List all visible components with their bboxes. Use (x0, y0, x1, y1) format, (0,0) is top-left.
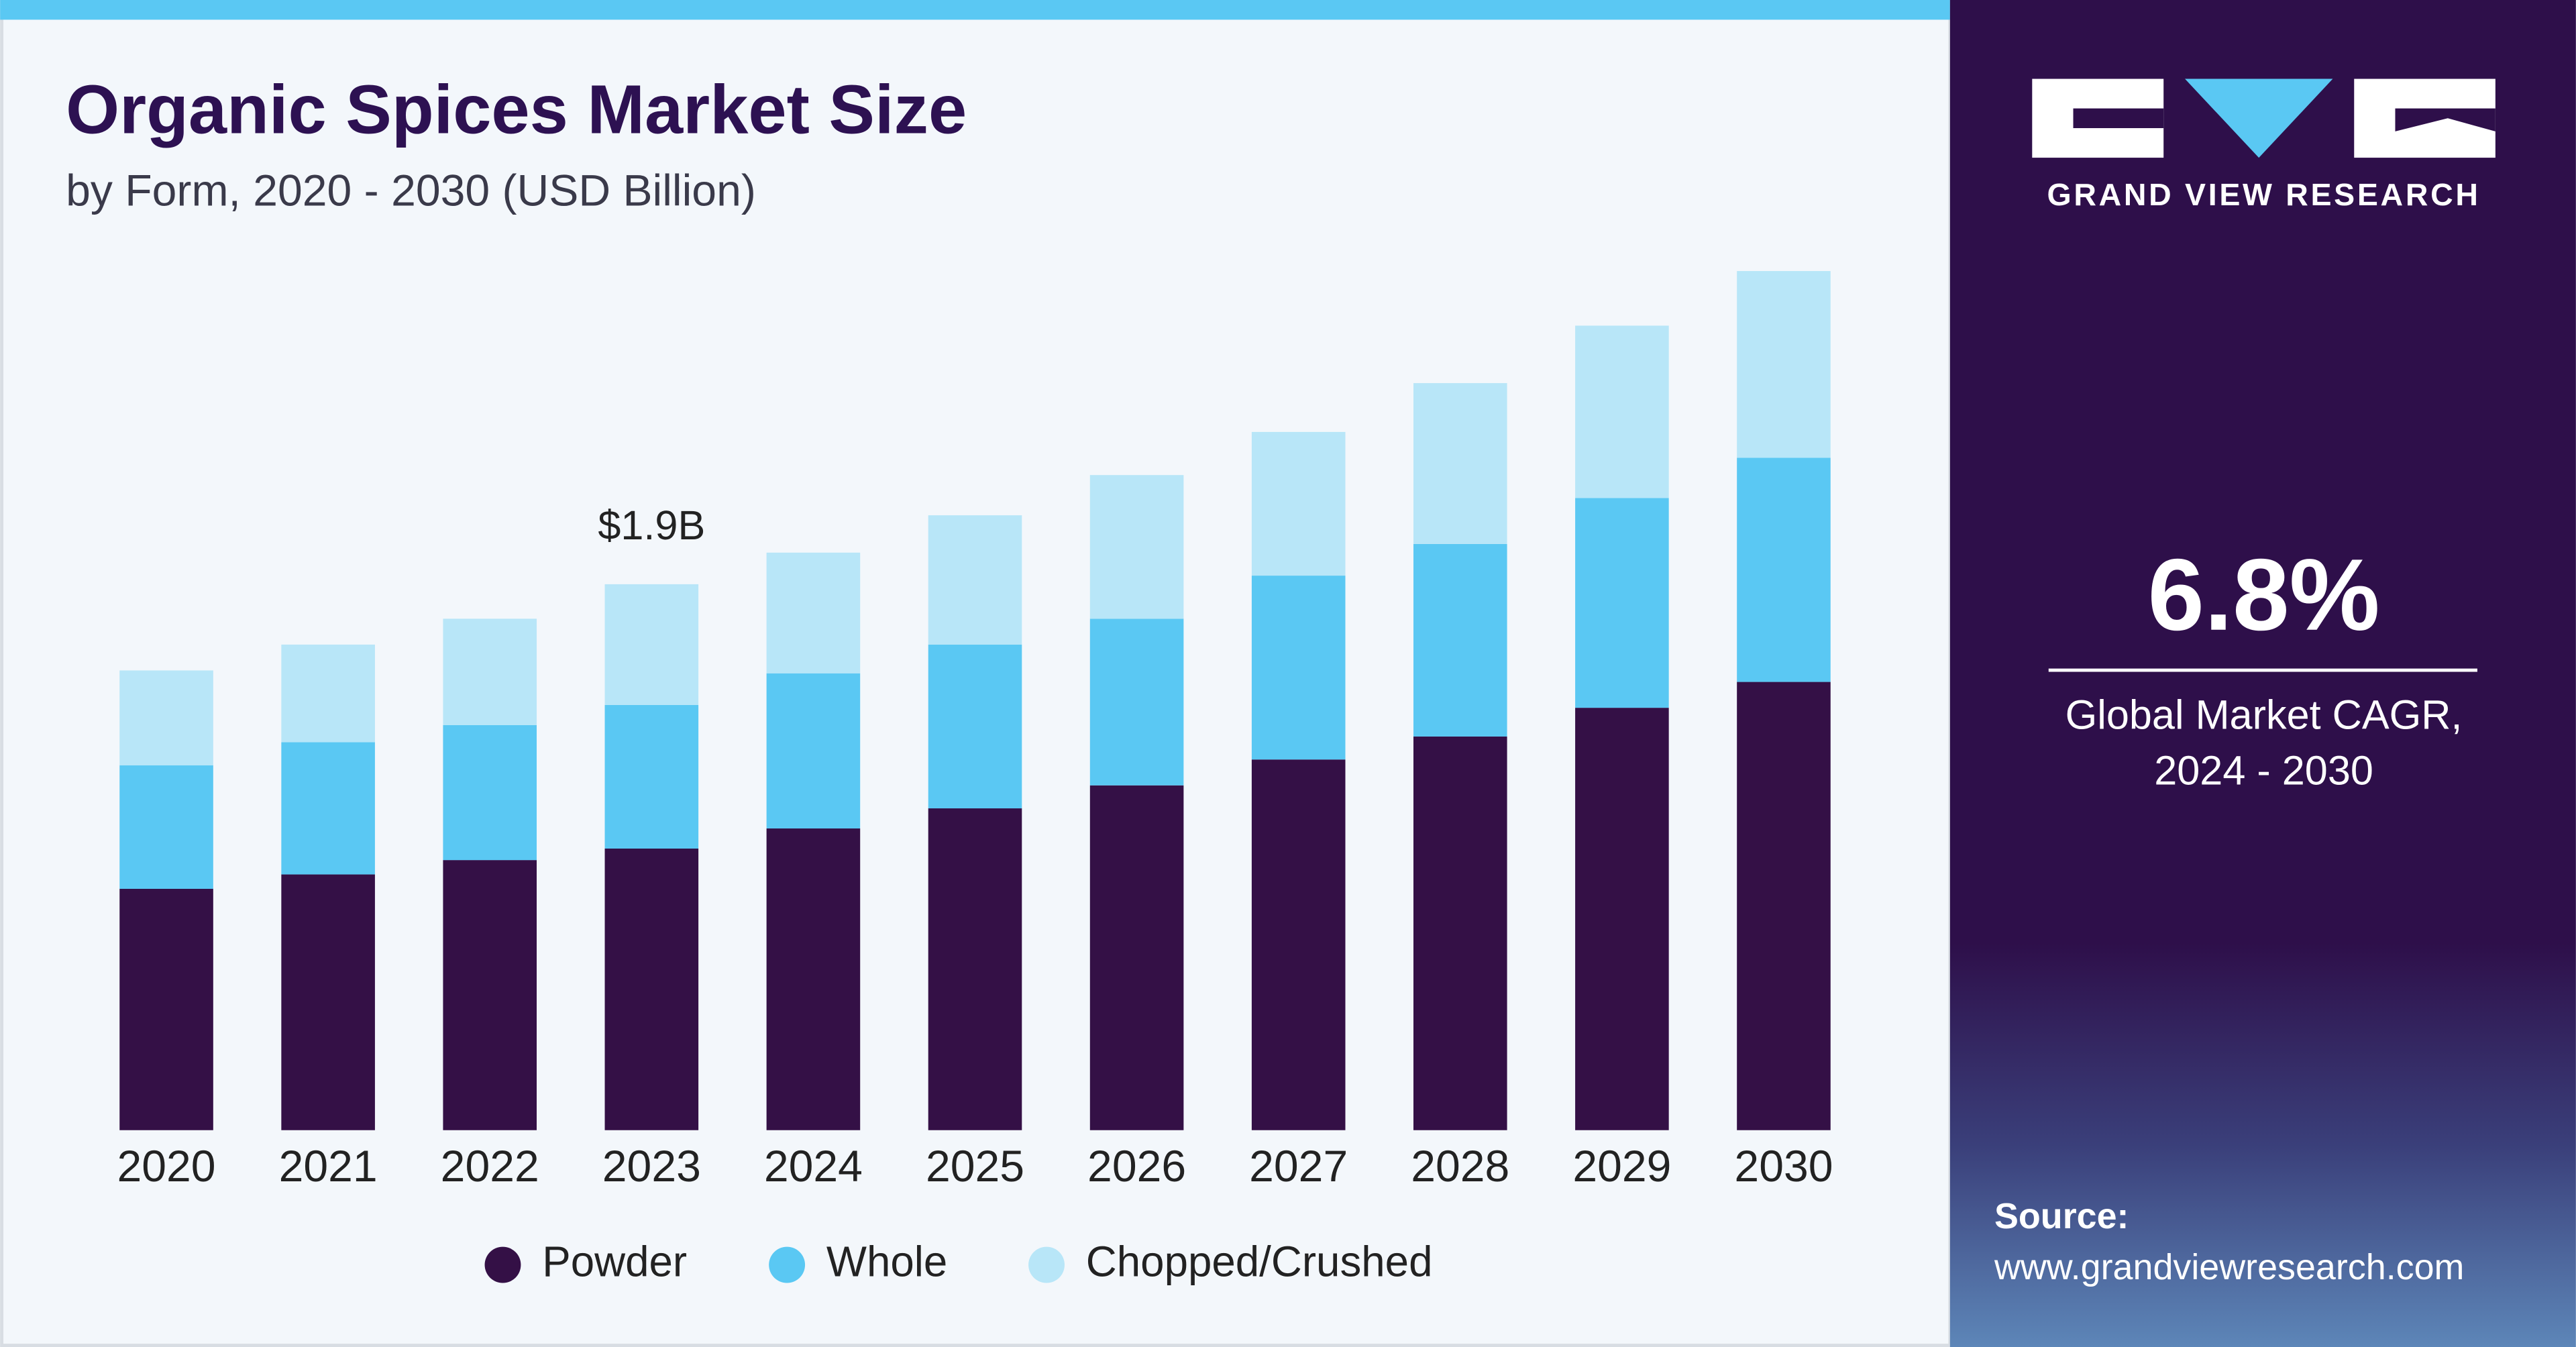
x-tick-label: 2024 (764, 1142, 863, 1191)
bar-segment (1575, 708, 1669, 1130)
legend-label: Whole (826, 1238, 947, 1285)
x-tick-label: 2023 (602, 1142, 701, 1191)
bar-segment (1251, 759, 1346, 1130)
legend-swatch (769, 1246, 806, 1283)
bar-segment (604, 848, 699, 1130)
logo-cut (2395, 108, 2496, 131)
source-label: Source: (1994, 1196, 2129, 1236)
bar-segment (604, 584, 699, 705)
bar-segment (1251, 576, 1346, 760)
value-annotation: $1.9B (598, 502, 705, 548)
bar-segment (766, 828, 861, 1130)
x-tick-label: 2028 (1411, 1142, 1509, 1191)
x-tick-label: 2027 (1249, 1142, 1348, 1191)
bar-segment (928, 515, 1022, 645)
bar-segment (1413, 383, 1507, 544)
bar-segment (1089, 618, 1184, 786)
bar-segment (1737, 271, 1831, 458)
logo: GRAND VIEW RESEARCH (2032, 78, 2496, 212)
legend-swatch (1028, 1246, 1065, 1283)
bar-segment (443, 860, 537, 1130)
legend-label: Powder (542, 1238, 687, 1285)
side-panel (1949, 0, 2576, 1347)
bar-segment (443, 724, 537, 861)
bar-segment (1737, 682, 1831, 1130)
bar-segment (1251, 431, 1346, 576)
bar-segment (1089, 785, 1184, 1130)
bar-segment (1413, 736, 1507, 1130)
cagr-value: 6.8% (2148, 539, 2380, 652)
chart-title: Organic Spices Market Size (66, 71, 967, 148)
bar-segment (119, 670, 213, 765)
bar-segment (766, 673, 861, 829)
bar-segment (281, 644, 375, 743)
bar-segment (281, 742, 375, 875)
bar-segment (281, 874, 375, 1130)
x-tick-label: 2021 (279, 1142, 378, 1191)
bar-segment (1575, 498, 1669, 708)
bar-segment (604, 704, 699, 849)
x-tick-label: 2030 (1734, 1142, 1833, 1191)
x-tick-label: 2029 (1572, 1142, 1671, 1191)
x-tick-label: 2020 (117, 1142, 216, 1191)
bar-segment (1413, 543, 1507, 737)
cagr-label: 2024 - 2030 (2154, 748, 2373, 794)
x-tick-label: 2026 (1087, 1142, 1186, 1191)
bar-segment (1575, 325, 1669, 498)
bar-segment (1737, 457, 1831, 682)
cagr-label: Global Market CAGR, (2065, 692, 2463, 737)
bar-segment (928, 644, 1022, 809)
x-tick-label: 2022 (441, 1142, 539, 1191)
legend-label: Chopped/Crushed (1086, 1238, 1433, 1285)
brand-name: GRAND VIEW RESEARCH (2047, 177, 2481, 212)
bar-segment (1089, 475, 1184, 619)
top-strip (0, 0, 1950, 20)
bar-segment (443, 618, 537, 725)
logo-cut (2073, 108, 2164, 129)
logo-triangle (2185, 78, 2333, 158)
bar-segment (766, 552, 861, 674)
bar-segment (928, 808, 1022, 1130)
bar-segment (119, 765, 213, 889)
x-tick-label: 2025 (926, 1142, 1024, 1191)
chart-subtitle: by Form, 2020 - 2030 (USD Billion) (66, 166, 756, 215)
source-url: www.grandviewresearch.com (1994, 1247, 2464, 1287)
bar-segment (119, 888, 213, 1130)
legend-swatch (484, 1246, 521, 1283)
